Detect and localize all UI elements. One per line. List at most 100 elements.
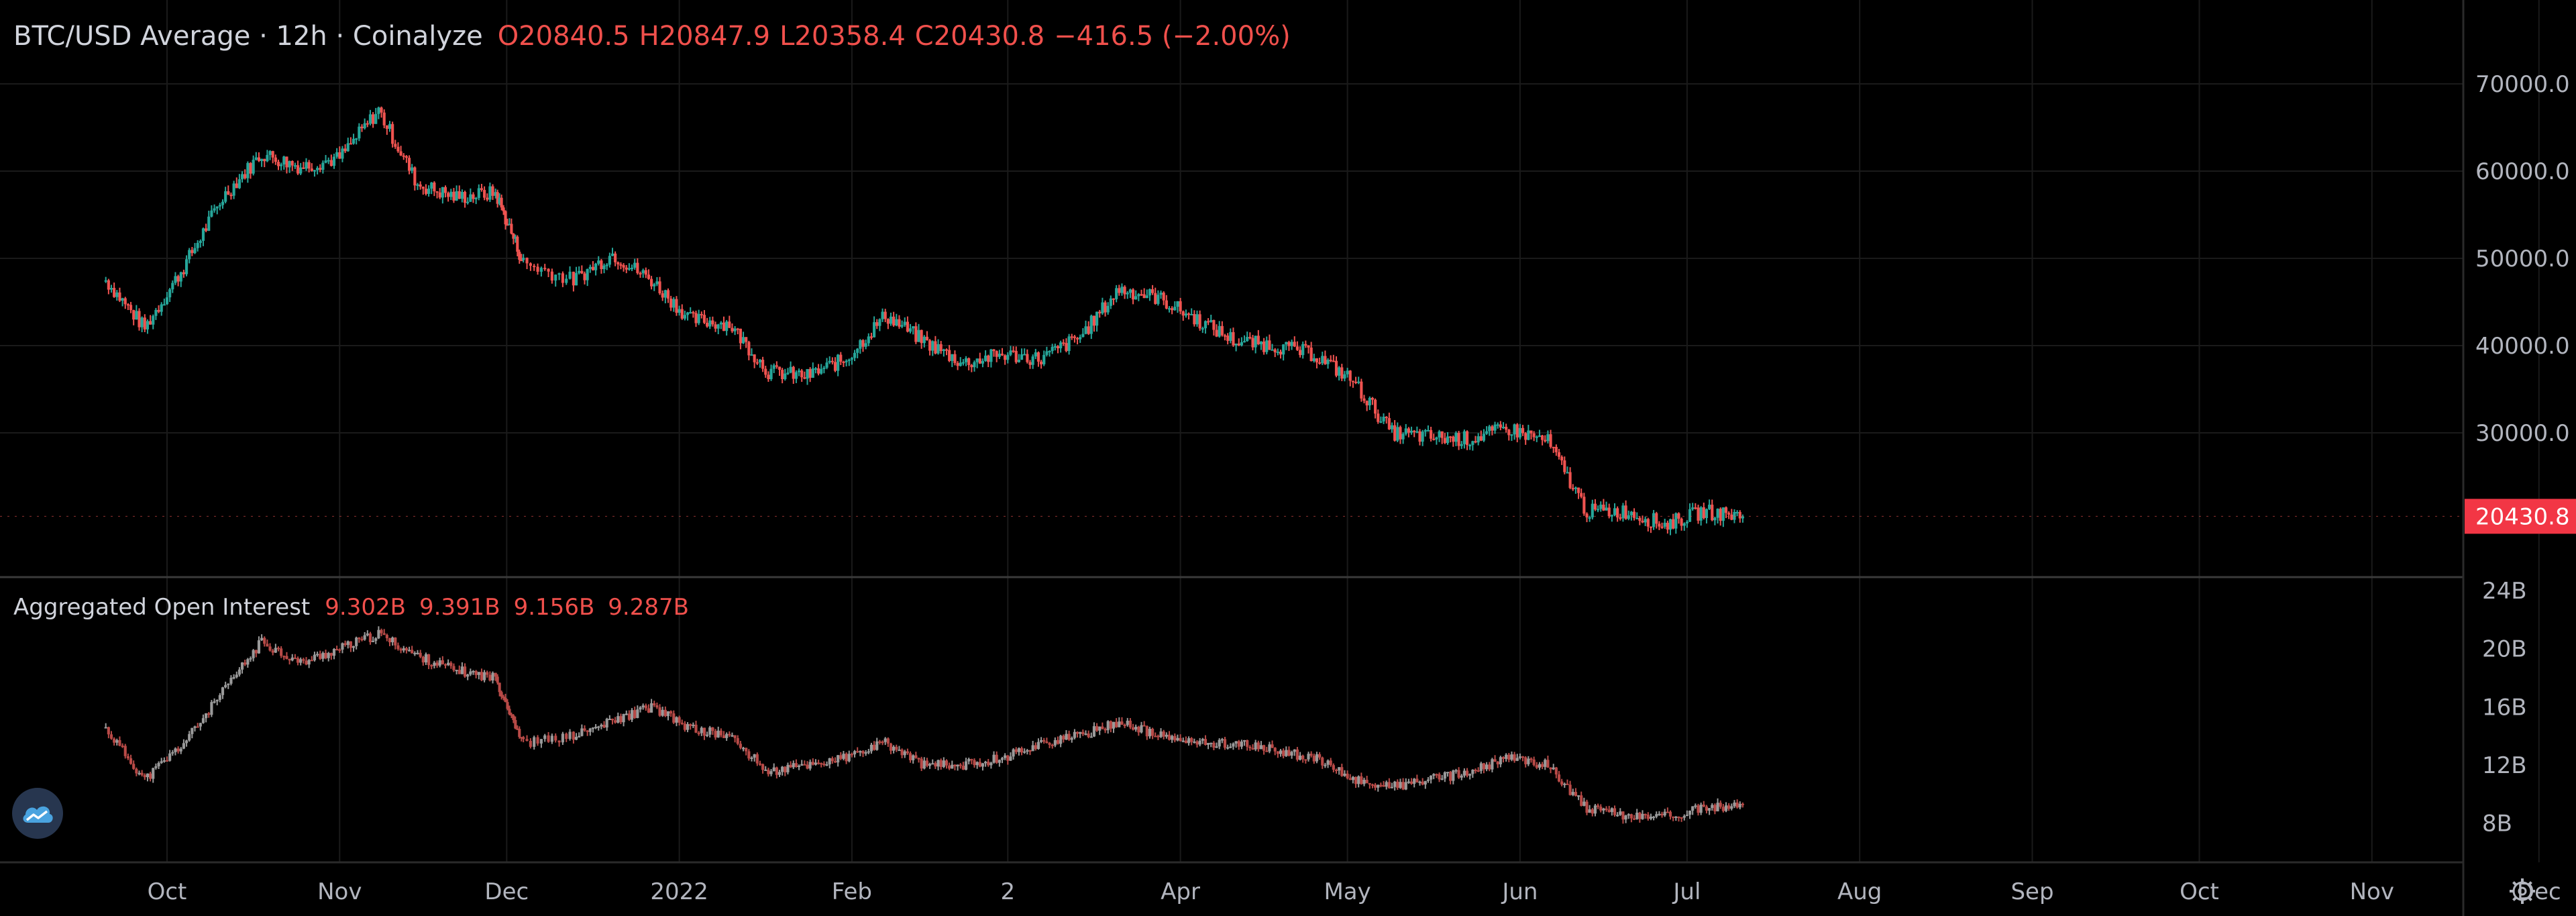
- oi-candle-body: [201, 718, 205, 723]
- oi-candle-body: [1471, 770, 1474, 774]
- oi-candle-body: [1101, 726, 1104, 729]
- oi-candle-body: [565, 733, 568, 740]
- candle-body: [1735, 511, 1739, 513]
- oi-candle-body: [803, 764, 806, 766]
- candle-body: [1610, 515, 1613, 517]
- oi-candle-body: [702, 727, 706, 736]
- candle-body: [458, 191, 461, 199]
- oi-candle-body: [1532, 759, 1536, 765]
- oi-candle-body: [474, 670, 478, 675]
- candle-body: [352, 138, 356, 144]
- candle-body: [1218, 325, 1221, 337]
- oi-candle-body: [1176, 737, 1179, 741]
- candle-body: [1062, 342, 1065, 344]
- oi-candle-body: [157, 762, 160, 766]
- candle-body: [1318, 362, 1322, 364]
- oi-candle-body: [1282, 750, 1285, 756]
- candle-body: [568, 271, 572, 279]
- oi-candle-body: [1212, 742, 1216, 748]
- candle-body: [154, 309, 158, 316]
- oi-candle-body: [1128, 720, 1132, 727]
- oi-candle-body: [1629, 814, 1633, 819]
- time-axis[interactable]: Oct Nov Dec 2022 Feb 2 Apr May Jun Jul Aug Sep Oct No…: [148, 878, 2561, 905]
- candle-body: [1499, 424, 1502, 428]
- candle-body: [232, 183, 235, 196]
- oi-candle-body: [1418, 781, 1421, 783]
- oi-candle-body: [1554, 767, 1558, 775]
- oi-candle-body: [1184, 740, 1187, 744]
- open-interest-axis[interactable]: 24B 20B 16B 12B 8B: [2482, 578, 2527, 837]
- candle-body: [293, 165, 297, 167]
- candle-body: [1256, 336, 1260, 345]
- candle-body: [565, 278, 568, 283]
- oi-candle-body: [1312, 756, 1316, 762]
- open-interest-pane[interactable]: [104, 626, 1744, 824]
- oi-candle-body: [745, 748, 748, 752]
- candle-body: [419, 184, 422, 187]
- oi-candle-body: [1031, 745, 1034, 752]
- oi-candle-body: [881, 742, 884, 744]
- time-tick-label: May: [1324, 878, 1371, 905]
- oi-candle-body: [1730, 806, 1733, 809]
- coinalyze-cloud-logo-icon[interactable]: [12, 788, 63, 839]
- candle-body: [883, 311, 887, 319]
- oi-candle-body: [263, 638, 266, 644]
- price-pane[interactable]: [0, 106, 2463, 536]
- oi-candle-body: [221, 687, 225, 695]
- candle-body: [407, 158, 411, 171]
- candle-body: [305, 162, 308, 169]
- candle-body: [374, 113, 378, 124]
- oi-candle-body: [1619, 811, 1622, 815]
- candle-body: [290, 161, 294, 166]
- candle-body: [1212, 319, 1216, 330]
- oi-high-value: 9.391B: [419, 594, 500, 621]
- candle-body: [246, 162, 250, 179]
- oi-candle-body: [861, 751, 865, 754]
- oi-candle-body: [274, 648, 277, 653]
- oi-candle-body: [327, 653, 330, 658]
- candle-body: [830, 360, 834, 362]
- gear-icon[interactable]: [2505, 874, 2540, 909]
- oi-candle-body: [162, 760, 166, 762]
- price-axis[interactable]: 70000.0 60000.0 50000.0 40000.0 30000.0: [2475, 71, 2570, 447]
- candle-body: [1409, 430, 1413, 433]
- oi-candle-body: [934, 763, 937, 767]
- oi-candle-body: [282, 656, 286, 658]
- main-series-legend[interactable]: BTC/USD Average · 12h · Coinalyze O20840…: [13, 17, 1291, 55]
- oi-candle-body: [1491, 759, 1494, 770]
- oi-candle-body: [1318, 754, 1322, 758]
- candle-body: [731, 327, 734, 332]
- oi-candle-body: [859, 751, 862, 753]
- candle-body: [557, 273, 561, 275]
- oi-candle-body: [207, 713, 211, 715]
- candle-body: [1446, 436, 1450, 444]
- oi-candle-body: [113, 738, 116, 743]
- candle-body: [1568, 472, 1572, 489]
- candle-body: [644, 270, 647, 275]
- candle-body: [343, 148, 347, 152]
- oi-candle-body: [625, 713, 628, 715]
- candle-body: [488, 186, 492, 200]
- oi-candle-body: [981, 763, 985, 767]
- oi-candle-body: [1254, 742, 1257, 750]
- candle-body: [496, 192, 499, 204]
- open-interest-legend[interactable]: Aggregated Open Interest 9.302B 9.391B 9…: [13, 591, 693, 624]
- oi-candle-body: [610, 719, 614, 721]
- oi-tick-label: 24B: [2482, 578, 2527, 605]
- oi-candle-body: [1460, 775, 1463, 778]
- oi-candle-body: [1482, 763, 1486, 770]
- candle-body: [1279, 352, 1283, 355]
- candle-body: [1142, 294, 1146, 299]
- oi-candle-body: [750, 758, 753, 760]
- oi-candle-body: [469, 671, 472, 675]
- candle-body: [1017, 360, 1020, 362]
- oi-candle-body: [956, 764, 959, 767]
- candle-body: [706, 323, 709, 327]
- candle-body: [205, 228, 208, 231]
- candle-body: [1576, 487, 1580, 493]
- oi-candle-body: [249, 658, 252, 660]
- oi-candle-body: [1591, 809, 1594, 814]
- oi-candle-body: [1477, 770, 1480, 772]
- oi-candle-body: [864, 752, 867, 754]
